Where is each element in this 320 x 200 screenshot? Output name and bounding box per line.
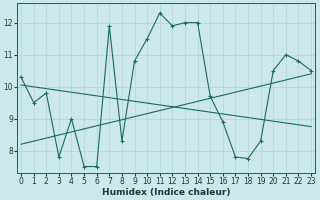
X-axis label: Humidex (Indice chaleur): Humidex (Indice chaleur)	[102, 188, 230, 197]
